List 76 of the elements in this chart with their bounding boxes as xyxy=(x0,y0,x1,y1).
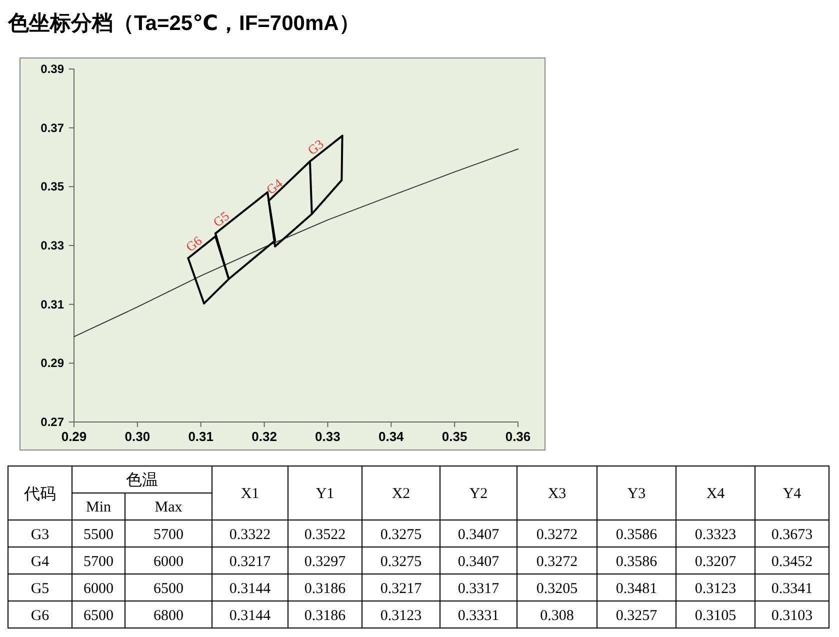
data-label: 0.3123 xyxy=(694,581,736,597)
x-tick-label: Y1 xyxy=(316,486,334,502)
y-tick-label: G4 xyxy=(30,554,50,570)
data-label: 0.3341 xyxy=(771,581,813,597)
data-label: 0.3522 xyxy=(304,527,346,543)
y-tick-label: 0.29 xyxy=(40,356,64,370)
data-label: 0.308 xyxy=(540,608,574,624)
x-tick-label: X3 xyxy=(548,486,566,502)
y-tick-label: 0.37 xyxy=(40,120,64,135)
x-tick-label: 0.35 xyxy=(442,429,468,444)
annotation: G3 xyxy=(304,136,326,158)
data-label: 0.3297 xyxy=(304,554,346,570)
data-label: 0.3144 xyxy=(229,581,272,597)
data-label: 0.3105 xyxy=(694,608,736,624)
data-label: 0.3481 xyxy=(616,581,658,597)
text: 代码 xyxy=(23,486,56,503)
annotation: G4 xyxy=(263,175,286,198)
data-label: 6000 xyxy=(84,581,114,597)
data-label: 0.3272 xyxy=(536,527,578,543)
y-tick-label: 0.39 xyxy=(40,62,64,76)
y-tick-label: 0.35 xyxy=(40,180,64,194)
x-tick-label: Max xyxy=(154,500,183,516)
data-label: 0.3407 xyxy=(458,554,500,570)
x-tick-label: Y3 xyxy=(627,486,646,502)
annotation: G5 xyxy=(210,208,232,230)
data-label: 5700 xyxy=(84,554,114,570)
data-label: 0.3207 xyxy=(694,554,737,570)
data-label: 0.3322 xyxy=(229,527,271,543)
data-label: 5700 xyxy=(154,527,184,543)
x-tick-label: 0.32 xyxy=(252,429,277,444)
y-tick-label: G3 xyxy=(30,527,50,543)
data-label: 0.3275 xyxy=(380,527,422,543)
x-tick-label: 0.36 xyxy=(505,429,531,444)
data-label: 6500 xyxy=(84,608,114,624)
annotation: G6 xyxy=(182,232,205,255)
x-tick-label: Y4 xyxy=(782,486,802,502)
x-tick-label: X1 xyxy=(240,486,260,502)
data-label: 0.3103 xyxy=(771,608,813,624)
data-label: 6800 xyxy=(154,608,184,624)
x-tick-label: 0.33 xyxy=(315,429,340,444)
data-label: 0.3673 xyxy=(771,527,813,543)
chart-title: 色坐标分档（Ta=25℃，IF=700mA） xyxy=(7,12,360,35)
data-label: 0.3217 xyxy=(229,554,272,570)
x-tick-label: X2 xyxy=(392,486,410,502)
data-label: 0.3586 xyxy=(616,527,658,543)
data-label: 0.3275 xyxy=(380,554,422,570)
data-label: 0.3144 xyxy=(229,608,272,624)
data-label: 5500 xyxy=(84,527,114,543)
data-label: 0.3217 xyxy=(380,581,422,597)
data-label: 0.3257 xyxy=(616,608,658,624)
data-label: 0.3272 xyxy=(536,554,578,570)
data-label: 0.3205 xyxy=(536,581,578,597)
y-tick-label: 0.33 xyxy=(40,238,64,252)
data-label: 0.3317 xyxy=(458,581,500,597)
y-tick-label: 0.31 xyxy=(40,297,64,312)
x-tick-label: 0.29 xyxy=(61,429,87,444)
x-tick-label: 0.34 xyxy=(378,429,405,444)
x-tick-label: 0.30 xyxy=(124,429,150,444)
data-label: 0.3186 xyxy=(304,608,346,624)
x-tick-label: X4 xyxy=(706,486,726,502)
data-label: 0.3123 xyxy=(380,608,422,624)
x-tick-label: Min xyxy=(86,500,112,516)
text: 色温 xyxy=(126,472,158,489)
data-label: 0.3586 xyxy=(616,554,658,570)
data-label: 6500 xyxy=(154,581,184,597)
data-label: 0.3323 xyxy=(694,527,736,543)
data-label: 6000 xyxy=(154,554,184,570)
data-label: 0.3331 xyxy=(458,608,500,624)
data-label: 0.3407 xyxy=(458,527,500,543)
x-tick-label: Y2 xyxy=(469,486,488,502)
data-label: 0.3186 xyxy=(304,581,346,597)
data-label: 0.3452 xyxy=(771,554,813,570)
x-tick-label: 0.31 xyxy=(188,429,214,444)
y-tick-label: G5 xyxy=(30,581,50,597)
y-tick-label: 0.27 xyxy=(40,415,64,429)
y-tick-label: G6 xyxy=(30,608,50,624)
